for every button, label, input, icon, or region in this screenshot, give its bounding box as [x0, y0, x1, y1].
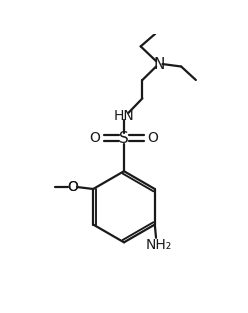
- Text: O: O: [90, 131, 100, 145]
- Text: O: O: [67, 180, 78, 194]
- Text: S: S: [119, 131, 129, 146]
- Text: O: O: [148, 131, 158, 145]
- Text: NH₂: NH₂: [146, 238, 172, 252]
- Text: N: N: [153, 57, 165, 72]
- Text: O: O: [67, 180, 78, 194]
- Text: HN: HN: [114, 109, 134, 123]
